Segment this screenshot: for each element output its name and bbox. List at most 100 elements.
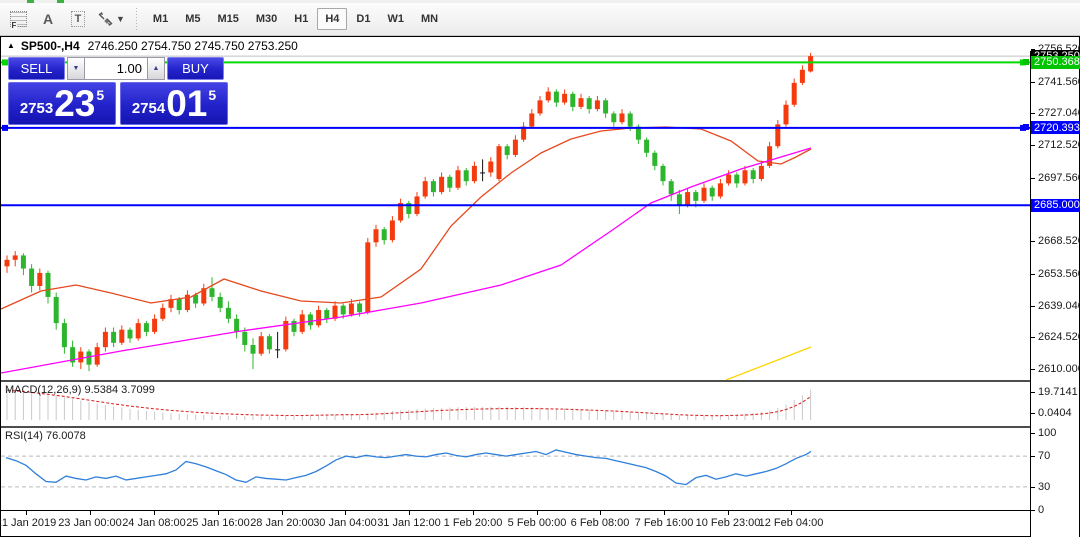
rsi-tick-label: 70 <box>1038 450 1051 463</box>
price-tick-label: 2712.520 <box>1038 139 1080 152</box>
price-tick <box>1031 113 1035 115</box>
chart-toolbar: F A T ▼ M1 M5 M15 M30 H1 H4 D1 W1 MN <box>0 3 1080 36</box>
macd-signal-line <box>6 389 811 417</box>
line-handle[interactable] <box>1023 58 1029 65</box>
indicator-list-button[interactable]: F <box>6 7 30 31</box>
price-tick-label: 2668.520 <box>1038 235 1080 248</box>
price-tick-label: 2741.560 <box>1038 75 1080 88</box>
macd-tick <box>1031 392 1035 393</box>
volume-increase-button[interactable]: ▲ <box>147 57 165 80</box>
time-tick-label: 12 Feb 04:00 <box>758 517 824 529</box>
collapse-triangle-icon[interactable]: ▲ <box>7 41 15 50</box>
price-badge-2685.000: 2685.000 <box>1031 198 1080 212</box>
timeframe-button-w1[interactable]: W1 <box>387 13 404 25</box>
timeframe-button-group: M1 M5 M15 M30 H1 H4 D1 W1 MN <box>145 8 447 30</box>
time-tick-label: 7 Feb 16:00 <box>634 517 694 529</box>
price-badge-2720.393: 2720.393 <box>1023 121 1080 135</box>
volume-decrease-button[interactable]: ▼ <box>67 57 85 80</box>
chart-window: ▲ SP500-,H4 2746.250 2754.750 2745.750 2… <box>0 36 1080 537</box>
timeframe-button-m5[interactable]: M5 <box>185 13 201 25</box>
bid-price-big-digits: 23 <box>54 82 96 124</box>
price-tick-label: 2624.520 <box>1038 331 1080 344</box>
rsi-tick <box>1031 433 1035 434</box>
price-badge-2750.368: 2750.368 <box>1023 55 1080 69</box>
time-tick <box>409 511 410 515</box>
text-label-button[interactable]: T <box>66 7 90 31</box>
time-axis[interactable]: 21 Jan 2019 23 Jan 00:00 24 Jan 08:00 25 Ja… <box>0 510 1079 536</box>
ohlc-values: 2746.250 2754.750 2745.750 2753.250 <box>87 38 298 53</box>
timeframe-button-mn[interactable]: MN <box>420 13 439 25</box>
toolbar-separator <box>133 8 139 30</box>
time-tick <box>90 511 91 515</box>
time-tick <box>473 511 474 515</box>
macd-indicator-pane[interactable] <box>1 383 1030 426</box>
pane-separator[interactable] <box>1 426 1079 428</box>
rsi-tick <box>1031 510 1035 511</box>
time-tick <box>154 511 155 515</box>
line-handle[interactable] <box>1023 124 1029 131</box>
price-axis[interactable]: 2756.5202741.5602727.0402712.5202697.560… <box>1023 43 1080 537</box>
time-tick <box>600 511 601 515</box>
timeframe-button-m1[interactable]: M1 <box>152 13 169 25</box>
time-tick <box>728 511 729 515</box>
text-t-icon: T <box>70 11 86 27</box>
ask-price-display[interactable]: 2754 01 5 <box>120 82 228 125</box>
candlestick-series <box>4 52 814 372</box>
ask-price-pip-digit: 5 <box>208 87 217 103</box>
price-tick <box>1031 305 1035 307</box>
time-tick-label: 24 Jan 08:00 <box>122 517 186 529</box>
time-tick-label: 25 Jan 16:00 <box>186 517 250 529</box>
time-tick-label: 5 Feb 00:00 <box>507 517 567 529</box>
rsi-indicator-pane[interactable] <box>1 429 1030 510</box>
pane-separator[interactable] <box>1 380 1079 382</box>
timeframe-button-m15[interactable]: M15 <box>217 13 239 25</box>
one-click-trading-panel: SELL ▼ ▲ BUY 2753 23 5 2754 01 5 <box>8 57 228 125</box>
symbol-period-label: SP500-,H4 <box>20 38 80 53</box>
moving-average-slow <box>1 147 812 374</box>
macd-tick-label: 0.0404 <box>1038 407 1072 419</box>
rsi-label: RSI(14) 76.0078 <box>5 430 86 442</box>
time-tick-label: 1 Feb 20:00 <box>443 517 503 529</box>
rsi-line <box>5 449 812 486</box>
macd-label: MACD(12,26,9) 9.5384 3.7099 <box>5 384 155 396</box>
cropped-icon-fragment <box>57 0 64 3</box>
time-tick-label: 21 Jan 2019 <box>0 517 57 529</box>
bid-price-handle: 2753 <box>19 100 54 117</box>
time-tick-label: 31 Jan 12:00 <box>377 517 441 529</box>
text-a-icon: A <box>42 11 54 27</box>
price-tick <box>1031 49 1035 50</box>
buy-button[interactable]: BUY <box>167 57 224 80</box>
text-annotation-button[interactable]: A <box>36 7 60 31</box>
price-tick <box>1031 145 1035 147</box>
price-tick <box>1031 337 1035 339</box>
volume-input[interactable] <box>85 57 147 80</box>
time-tick-label: 28 Jan 20:00 <box>250 517 314 529</box>
timeframe-button-d1[interactable]: D1 <box>356 13 371 25</box>
price-tick-label: 2653.560 <box>1038 267 1080 280</box>
drawing-objects-button[interactable]: ▼ <box>96 7 126 31</box>
macd-tick-label: 19.7141 <box>1038 386 1078 398</box>
line-handle[interactable] <box>2 59 8 66</box>
chevron-down-icon: ▼ <box>116 14 125 24</box>
timeframe-button-m30[interactable]: M30 <box>255 13 278 25</box>
bid-price-display[interactable]: 2753 23 5 <box>8 82 116 125</box>
chart-title: ▲ SP500-,H4 2746.250 2754.750 2745.750 2… <box>7 38 298 53</box>
price-tick-label: 2610.000 <box>1038 362 1080 375</box>
price-tick <box>1031 241 1035 243</box>
time-tick-label: 10 Feb 23:00 <box>695 517 761 529</box>
line-handle[interactable] <box>2 124 8 131</box>
rsi-tick <box>1031 486 1035 488</box>
rsi-tick <box>1031 456 1035 458</box>
arrows-icon <box>98 12 113 26</box>
rsi-tick-label: 100 <box>1038 427 1057 439</box>
price-tick-label: 2639.040 <box>1038 299 1080 312</box>
sell-button[interactable]: SELL <box>8 57 65 80</box>
timeframe-button-h1[interactable]: H1 <box>294 13 309 25</box>
time-tick <box>26 511 27 515</box>
price-tick <box>1031 273 1035 275</box>
price-tick <box>1031 177 1035 179</box>
ask-price-big-digits: 01 <box>166 82 208 124</box>
timeframe-button-h4[interactable]: H4 <box>317 8 348 30</box>
bid-price-pip-digit: 5 <box>96 87 105 103</box>
